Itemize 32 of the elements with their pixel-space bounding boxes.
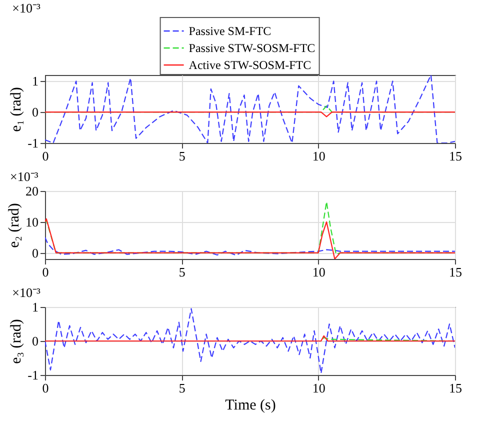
- text: ×10⁻³: [12, 285, 40, 300]
- x-tick-label: 15: [449, 264, 462, 280]
- text: ×10⁻³: [12, 0, 40, 16]
- x-tick-label: 5: [178, 380, 186, 396]
- x-tick-label: 15: [449, 148, 462, 164]
- y-axis-title: e₂ (rad): [6, 203, 22, 248]
- x-tick-label: 0: [42, 264, 49, 280]
- x-tick-label: 10: [312, 264, 326, 280]
- y-tick-label: 0: [32, 104, 38, 120]
- y-tick-label: -1: [28, 136, 38, 150]
- legend-label: Passive STW-SOSM-FTC: [188, 41, 316, 55]
- y-tick-label: -1: [28, 368, 38, 382]
- x-tick-label: 5: [178, 148, 186, 164]
- y-tick-label: 10: [26, 214, 38, 230]
- y-tick-label: 1: [32, 74, 38, 89]
- y-tick-label: 0: [32, 245, 38, 260]
- x-axis-title: Time (s): [225, 398, 276, 414]
- x-tick-label: 0: [42, 148, 49, 164]
- legend-label: Passive SM-FTC: [188, 24, 272, 38]
- x-tick-label: 15: [449, 380, 462, 396]
- y-tick-label: 0: [32, 334, 38, 348]
- y-axis-title: e₁ (rad): [8, 87, 25, 132]
- line-series: [45, 236, 455, 256]
- text: ×10⁻³: [10, 169, 38, 184]
- y-tick-label: 20: [26, 184, 38, 198]
- y-tick-label: 1: [32, 300, 38, 314]
- x-tick-label: 10: [312, 148, 326, 164]
- x-tick-label: 0: [42, 380, 49, 396]
- x-tick-label: 10: [312, 380, 326, 396]
- legend-label: Active STW-SOSM-FTC: [188, 58, 312, 72]
- x-tick-label: 5: [178, 264, 186, 280]
- y-axis-title: e₃ (rad): [8, 319, 25, 364]
